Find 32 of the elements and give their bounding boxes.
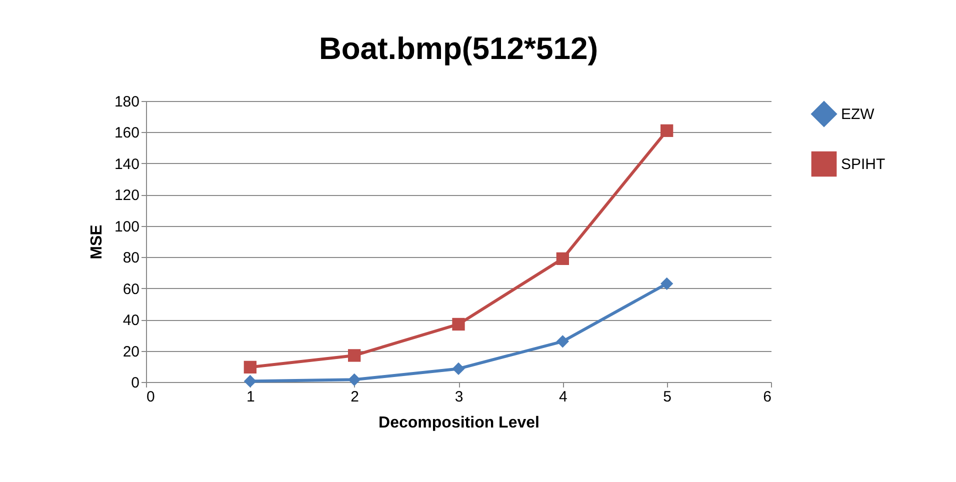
y-tick-label: 100 <box>114 218 140 236</box>
y-tick-label: 160 <box>114 124 140 142</box>
x-tick-label: 3 <box>454 388 464 406</box>
point <box>660 277 674 290</box>
y-tick-label: 120 <box>114 187 140 204</box>
y-axis-title: MSE <box>88 224 106 260</box>
point <box>348 373 361 386</box>
chart-title: Boat.bmp(512*512) <box>318 31 598 66</box>
point <box>452 318 465 331</box>
x-tick-label: 1 <box>246 388 255 406</box>
x-tick-label: 5 <box>663 388 672 406</box>
y-tick-label: 140 <box>114 156 140 173</box>
x-tick-label: 2 <box>350 388 360 406</box>
point <box>244 374 256 388</box>
y-tick-label: 0 <box>131 374 140 392</box>
x-tick-label: 4 <box>558 388 568 406</box>
legend-label: SPIHT <box>841 156 886 173</box>
x-tick-label: 6 <box>763 388 772 406</box>
y-tick-label: 20 <box>122 343 140 360</box>
y-tick-label: 40 <box>122 312 140 330</box>
point <box>452 362 465 376</box>
legend-label: EZW <box>841 106 876 123</box>
x-axis-title: Decomposition Level <box>378 414 540 432</box>
point <box>244 360 256 374</box>
x-tick-label: 0 <box>146 388 155 406</box>
point <box>660 124 674 137</box>
y-tick-label: 60 <box>122 280 140 298</box>
point <box>556 252 569 265</box>
point <box>348 349 361 362</box>
y-tick-label: 80 <box>122 250 140 267</box>
y-tick-label: 180 <box>114 94 140 110</box>
point <box>556 335 569 348</box>
